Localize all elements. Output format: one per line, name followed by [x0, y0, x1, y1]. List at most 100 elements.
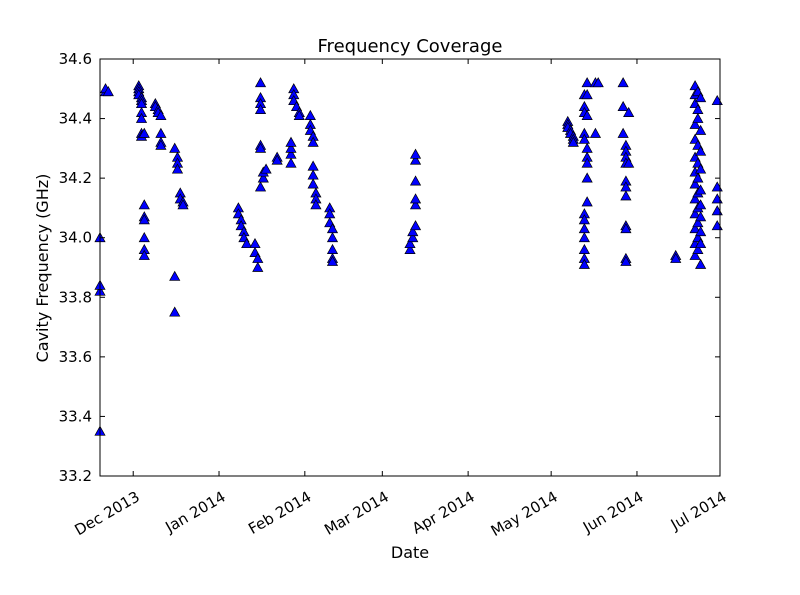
x-tick-label: Dec 2013: [71, 488, 142, 540]
y-tick-label: 33.4: [59, 407, 92, 425]
x-tick-label: Mar 2014: [321, 488, 392, 539]
data-point: [260, 163, 272, 174]
data-point: [581, 109, 593, 120]
data-point: [578, 243, 590, 254]
data-point: [271, 154, 283, 165]
data-point: [695, 124, 707, 135]
data-point: [567, 136, 579, 147]
data-point: [409, 199, 422, 210]
data-point: [285, 142, 297, 153]
data-point: [578, 258, 590, 269]
data-point: [578, 133, 590, 144]
data-point: [257, 172, 269, 183]
data-point: [252, 261, 264, 272]
data-point: [138, 231, 150, 243]
data-point: [581, 89, 593, 100]
data-point: [617, 127, 629, 138]
plot-frame: [99, 58, 721, 477]
data-point: [404, 243, 416, 254]
data-point: [620, 223, 632, 234]
data-point: [310, 199, 322, 210]
data-point: [581, 157, 593, 168]
x-tick-label: Jun 2014: [579, 488, 646, 537]
data-point: [592, 77, 604, 88]
data-point: [692, 243, 704, 254]
data-point: [711, 181, 723, 192]
data-point: [581, 196, 593, 207]
x-axis-label: Date: [391, 543, 429, 562]
data-point: [171, 163, 184, 174]
data-point: [695, 211, 707, 222]
data-point: [620, 255, 632, 266]
data-point: [409, 193, 422, 204]
data-point: [695, 163, 707, 174]
data-point: [285, 157, 297, 168]
data-point: [304, 109, 316, 120]
data-point: [581, 142, 593, 153]
data-point: [307, 178, 319, 189]
data-point: [692, 172, 704, 183]
data-point: [407, 226, 419, 237]
data-point: [254, 142, 267, 153]
y-axis-label: Cavity Frequency (GHz): [33, 174, 52, 363]
y-tick-label: 34.4: [59, 110, 92, 128]
data-point: [689, 193, 701, 204]
data-point: [249, 237, 261, 249]
x-tick-label: Jan 2014: [162, 488, 229, 537]
data-point: [307, 136, 319, 147]
data-point: [695, 199, 707, 210]
data-point: [138, 249, 150, 260]
data-point: [409, 148, 422, 159]
data-point: [138, 214, 150, 225]
chart-title: Frequency Coverage: [318, 36, 503, 57]
data-point: [326, 231, 339, 243]
data-point: [155, 139, 167, 150]
data-point: [409, 154, 422, 165]
data-point: [695, 237, 707, 249]
data-point: [578, 223, 590, 234]
data-point: [711, 220, 723, 231]
data-point: [254, 77, 267, 88]
data-point: [409, 220, 422, 231]
y-axis: 33.2 33.4 33.6 33.8 34.0 34.2 34.4 34.6: [59, 50, 720, 485]
data-point: [138, 127, 150, 138]
data-point: [623, 157, 635, 168]
data-point: [695, 184, 707, 195]
data-point: [695, 145, 707, 156]
data-point: [692, 217, 704, 228]
data-point: [169, 306, 181, 317]
data-point: [620, 190, 632, 201]
y-tick-label: 34.2: [59, 169, 92, 187]
data-point: [254, 181, 267, 192]
data-point: [617, 100, 629, 112]
data-point: [285, 148, 297, 159]
data-point: [307, 169, 319, 180]
data-point: [711, 94, 723, 106]
x-tick-label: Feb 2014: [245, 488, 314, 538]
data-point: [581, 77, 593, 88]
data-point: [695, 92, 707, 103]
data-markers: [94, 77, 723, 436]
data-point: [407, 231, 419, 243]
data-point: [254, 103, 267, 114]
data-point: [169, 142, 181, 153]
y-tick-label: 34.6: [59, 50, 92, 68]
data-point: [307, 160, 319, 171]
y-tick-label: 34.0: [59, 229, 92, 247]
data-point: [670, 252, 682, 263]
data-point: [689, 208, 701, 219]
data-point: [578, 231, 590, 243]
data-point: [589, 127, 602, 138]
data-point: [711, 193, 723, 204]
data-point: [581, 172, 593, 183]
data-point: [623, 106, 635, 117]
data-point: [169, 270, 181, 281]
x-tick-label: May 2014: [488, 488, 561, 541]
data-point: [102, 86, 114, 97]
data-point: [293, 109, 305, 120]
data-point: [689, 178, 701, 189]
data-point: [155, 127, 167, 138]
data-point: [155, 109, 167, 120]
data-point: [689, 249, 701, 260]
